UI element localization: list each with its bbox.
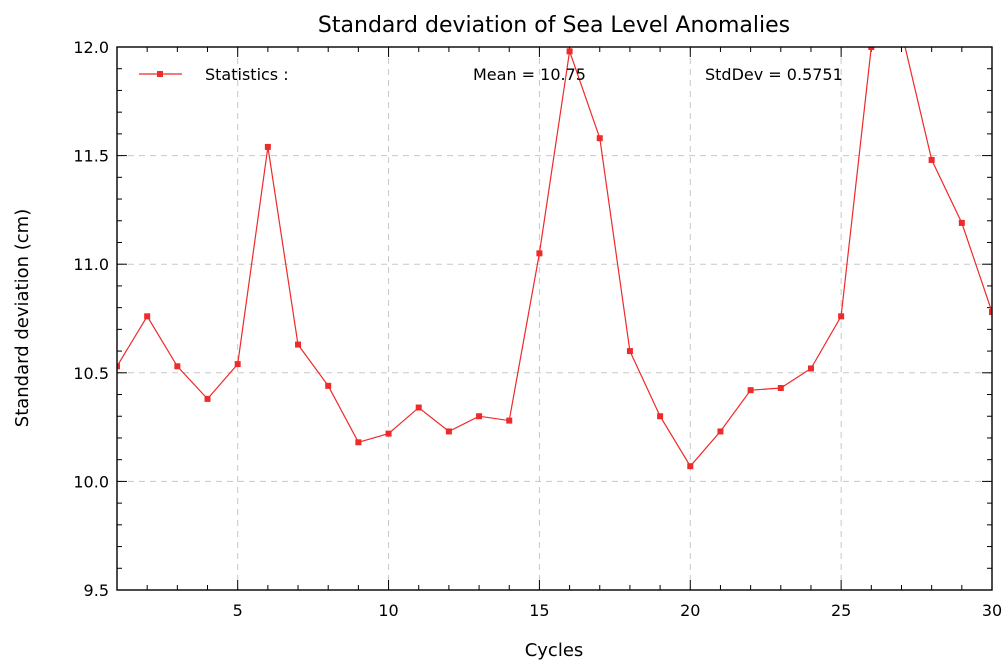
data-point-marker	[626, 348, 633, 355]
x-tick-label: 30	[982, 601, 1002, 620]
data-point-marker	[204, 395, 211, 402]
data-point-marker	[596, 135, 603, 142]
chart-title: Standard deviation of Sea Level Anomalie…	[318, 13, 790, 38]
data-point-marker	[928, 156, 935, 163]
data-point-marker	[747, 387, 754, 394]
data-point-marker	[958, 219, 965, 226]
data-point-marker	[898, 29, 904, 35]
data-point-marker	[506, 417, 513, 424]
y-tick-label: 11.0	[73, 255, 109, 274]
data-point-marker	[355, 439, 362, 446]
data-point-marker	[536, 250, 543, 257]
legend: Statistics : Mean = 10.75 StdDev = 0.575…	[139, 65, 843, 84]
data-point-marker	[144, 313, 151, 320]
y-axis-label: Standard deviation (cm)	[12, 209, 33, 427]
y-tick-label: 10.5	[73, 364, 109, 383]
y-tick-label: 9.5	[84, 581, 109, 600]
x-tick-label: 25	[831, 601, 851, 620]
legend-mean-text: Mean = 10.75	[473, 65, 586, 84]
data-point-marker	[717, 428, 724, 435]
data-point-marker	[415, 404, 422, 411]
grid	[117, 47, 992, 590]
legend-marker	[157, 71, 163, 77]
data-point-marker	[838, 313, 845, 320]
data-point-marker	[234, 361, 241, 368]
legend-stddev-text: StdDev = 0.5751	[705, 65, 843, 84]
x-tick-label: 15	[529, 601, 549, 620]
data-point-marker	[807, 365, 814, 372]
series-line	[117, 47, 992, 468]
data-point-marker	[385, 430, 392, 437]
x-tick-label: 10	[378, 601, 398, 620]
data-point-marker	[566, 48, 573, 55]
y-tick-label: 12.0	[73, 38, 109, 57]
x-tick-label: 20	[680, 601, 700, 620]
y-tick-label: 11.5	[73, 147, 109, 166]
data-point-marker	[777, 385, 784, 392]
data-point-marker	[445, 428, 452, 435]
data-point-marker	[117, 363, 120, 370]
x-tick-label: 5	[233, 601, 243, 620]
data-series	[117, 29, 992, 470]
x-axis-label: Cycles	[525, 640, 584, 661]
plot-frame	[116, 46, 993, 591]
data-point-marker	[687, 463, 694, 470]
data-point-marker	[476, 413, 483, 420]
data-point-marker	[295, 341, 302, 348]
data-point-marker	[174, 363, 181, 370]
data-point-marker	[868, 47, 875, 50]
data-point-marker	[264, 143, 271, 150]
data-point-marker	[989, 308, 992, 315]
data-point-marker	[657, 413, 664, 420]
axis-ticks	[116, 46, 993, 591]
y-tick-label: 10.0	[73, 472, 109, 491]
axis-tick-labels: 5 10 15 20 25 30 9.5 10.0 10.5 11.0 11.5 12.0	[73, 38, 1002, 620]
legend-series-label: Statistics :	[205, 65, 289, 84]
data-point-marker	[325, 382, 332, 389]
